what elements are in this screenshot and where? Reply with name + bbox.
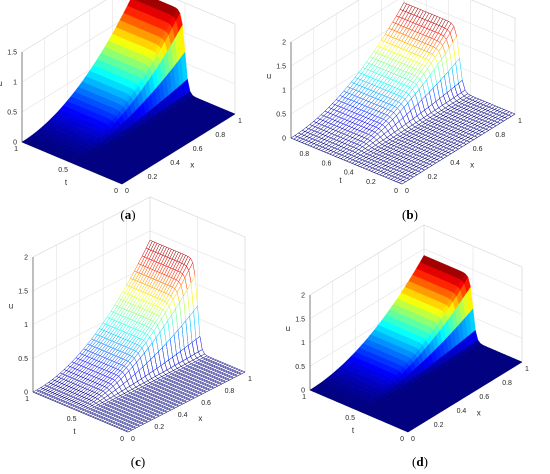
x-tick-label: 1 bbox=[518, 118, 522, 125]
t-tick-label: 0.4 bbox=[344, 170, 354, 177]
x-tick-label: 0.8 bbox=[495, 132, 505, 139]
z-axis-label: u bbox=[0, 79, 2, 88]
x-tick-label: 0.4 bbox=[170, 160, 180, 167]
x-tick-label: 0.2 bbox=[434, 422, 444, 429]
x-tick-label: 0.8 bbox=[225, 388, 235, 395]
z-tick-label: 1 bbox=[24, 322, 28, 329]
z-tick-label: 0.5 bbox=[295, 364, 305, 371]
x-tick-label: 0.4 bbox=[457, 408, 467, 415]
surface-patch bbox=[140, 0, 146, 4]
t-tick-label: 1 bbox=[14, 146, 18, 153]
z-axis-label: u bbox=[9, 301, 13, 310]
surface bbox=[32, 239, 246, 433]
z-tick-label: 0.5 bbox=[7, 110, 17, 117]
t-tick-label: 1 bbox=[25, 396, 29, 403]
x-tick-label: 0.8 bbox=[215, 132, 225, 139]
x-tick-label: 0 bbox=[411, 436, 415, 443]
x-tick-label: 0.2 bbox=[428, 174, 438, 181]
surface bbox=[21, 0, 236, 185]
z-tick-label: 0.5 bbox=[18, 356, 28, 363]
z-tick-label: 2 bbox=[301, 293, 305, 300]
x-tick-label: 0 bbox=[131, 436, 135, 443]
x-tick-label: 0 bbox=[125, 188, 129, 195]
x-tick-label: 0.8 bbox=[502, 380, 512, 387]
z-tick-label: 1.5 bbox=[295, 316, 305, 323]
t-axis-label: t bbox=[339, 176, 342, 185]
z-tick-label: 2 bbox=[282, 40, 286, 47]
z-tick-label: 1.5 bbox=[276, 64, 286, 71]
surface bbox=[290, 2, 516, 185]
t-tick-label: 0 bbox=[114, 188, 118, 195]
t-axis-label: t bbox=[65, 178, 68, 187]
t-tick-label: 0 bbox=[394, 188, 398, 195]
surface-patch bbox=[228, 112, 236, 117]
z-tick-label: 1 bbox=[301, 340, 305, 347]
z-axis-label: u bbox=[286, 324, 290, 333]
tick-labels: 0 0.5 1 1.5 2 0 0.2 0.4 0.6 0.8 1 0 0.2 0.4 0.6 0.8 bbox=[276, 40, 522, 196]
x-tick-label: 1 bbox=[248, 376, 252, 383]
z-tick-label: 1.5 bbox=[18, 288, 28, 295]
surface-mesh-cell bbox=[507, 112, 516, 117]
z-tick-label: 1 bbox=[13, 80, 17, 87]
x-tick-label: 0.2 bbox=[154, 424, 164, 431]
x-tick-label: 1 bbox=[238, 118, 242, 125]
grid-line-z bbox=[21, 0, 236, 53]
t-tick-label: 0 bbox=[400, 436, 404, 443]
z-tick-label: 2 bbox=[24, 255, 28, 262]
t-tick-label: 0.5 bbox=[58, 167, 68, 174]
z-tick-label: 1 bbox=[282, 88, 286, 95]
x-axis-label: x bbox=[477, 409, 481, 418]
x-tick-label: 0.4 bbox=[178, 412, 188, 419]
x-tick-label: 0.2 bbox=[148, 174, 158, 181]
t-tick-label: 0.8 bbox=[299, 151, 309, 158]
panel-b: 0 0.5 1 1.5 2 0 0.2 0.4 0.6 0.8 1 0 0.2 0.4 0.6 0.8 u x t bbox=[267, 0, 522, 195]
z-axis-label: u bbox=[267, 72, 271, 81]
x-tick-label: 0.4 bbox=[450, 160, 460, 167]
t-tick-label: 0.5 bbox=[67, 416, 77, 423]
surface-patch bbox=[135, 0, 140, 2]
x-axis-label: x bbox=[190, 161, 194, 170]
x-tick-label: 0.6 bbox=[193, 146, 203, 153]
x-tick-label: 0.6 bbox=[479, 394, 489, 401]
t-tick-label: 1 bbox=[302, 394, 306, 401]
z-tick-label: 0.5 bbox=[276, 112, 286, 119]
x-tick-label: 0.6 bbox=[473, 146, 483, 153]
t-tick-label: 0.5 bbox=[345, 415, 355, 422]
x-tick-label: 0 bbox=[405, 188, 409, 195]
z-tick-label: 1.5 bbox=[7, 50, 17, 57]
grid-line-z bbox=[290, 0, 516, 43]
x-tick-label: 1 bbox=[525, 366, 529, 373]
surface-patch bbox=[143, 0, 149, 5]
z-tick-label: 0 bbox=[13, 140, 17, 147]
t-tick-label: 0.6 bbox=[322, 160, 332, 167]
t-tick-label: 0.2 bbox=[366, 179, 376, 186]
x-tick-label: 0.6 bbox=[201, 400, 211, 407]
grid-line-z bbox=[290, 0, 516, 67]
x-axis-label: x bbox=[470, 161, 474, 170]
x-axis-label: x bbox=[198, 414, 202, 423]
t-tick-label: 0 bbox=[120, 436, 124, 443]
t-axis-label: t bbox=[73, 427, 76, 436]
z-tick-label: 0 bbox=[282, 136, 286, 143]
